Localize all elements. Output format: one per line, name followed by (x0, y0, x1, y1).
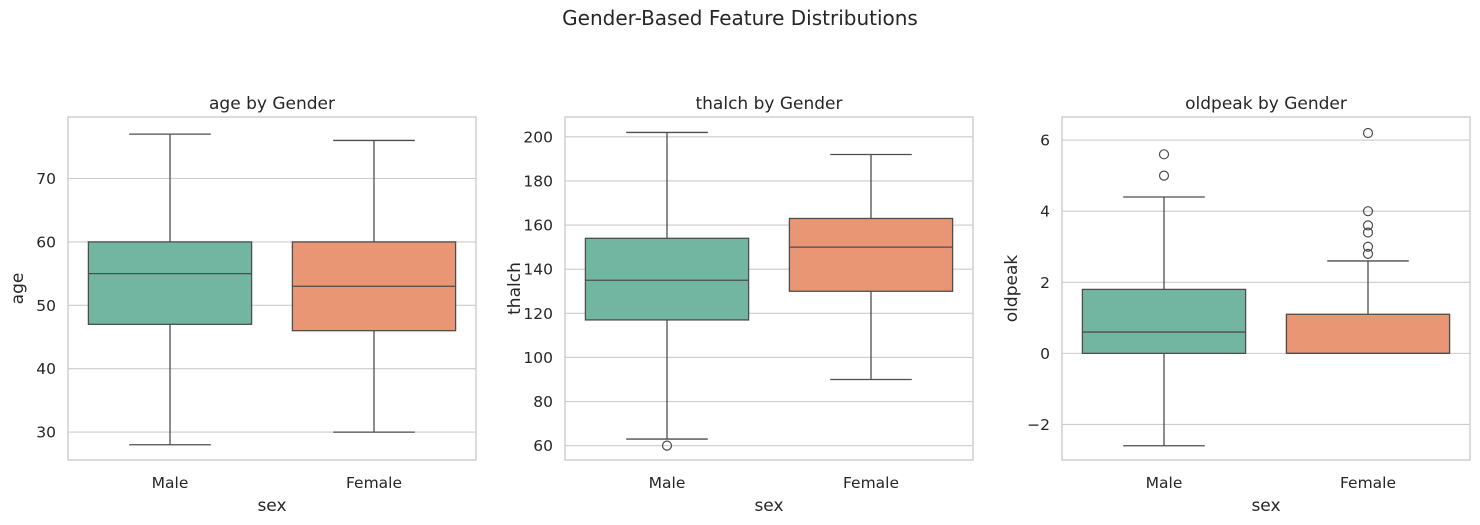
outlier-point (661, 440, 673, 451)
y-tick-label: 50 (36, 297, 56, 315)
y-tick-label: 2 (1040, 274, 1050, 292)
y-tick-label: 70 (36, 170, 56, 188)
iqr-box (87, 241, 253, 325)
y-axis-label: oldpeak (1002, 255, 1022, 323)
box-male (87, 133, 253, 446)
x-axis-label: sex (754, 496, 783, 516)
y-tick-label: 60 (36, 233, 56, 251)
x-tick-label: Male (649, 474, 686, 492)
box-female (1285, 127, 1451, 355)
iqr-box (1081, 288, 1247, 355)
y-tick-label: 0 (1040, 345, 1050, 363)
box-male (1081, 149, 1247, 447)
y-tick-label: 6 (1040, 132, 1050, 150)
y-tick-label: 30 (36, 424, 56, 442)
y-tick-label: 100 (523, 349, 553, 367)
outlier-point (1362, 127, 1374, 139)
box-female (788, 153, 954, 381)
x-tick-label: Female (843, 474, 899, 492)
x-tick-label: Female (346, 474, 402, 492)
subplot-title: oldpeak by Gender (1185, 94, 1347, 114)
x-axis-label: sex (257, 496, 286, 516)
outlier-point (1362, 220, 1374, 231)
subplot-3: −2 0 2 4 6 Male Female sex oldpeak oldpeak by Gen… (1002, 94, 1471, 516)
y-tick-label: 200 (523, 128, 553, 146)
subplot-1: 30 40 50 60 70 Male Female sex age age by Gender (8, 94, 477, 516)
figure-title: Gender-Based Feature Distributions (562, 6, 918, 30)
outlier-point (1158, 149, 1170, 160)
axes-frame (564, 116, 974, 461)
y-tick-label: 120 (523, 305, 553, 323)
iqr-box (584, 237, 750, 321)
subplot-2: 60 80 100 120 140 160 180 200 Male Female sex thalc… (505, 94, 974, 516)
x-axis-label: sex (1251, 496, 1280, 516)
box-male (584, 131, 750, 451)
y-tick-label: 40 (36, 360, 56, 378)
outlier-point (1362, 206, 1374, 217)
y-tick-label: 4 (1040, 203, 1050, 221)
x-tick-label: Male (1146, 474, 1183, 492)
y-tick-label: 140 (523, 261, 553, 279)
outlier-point (1362, 241, 1374, 252)
x-tick-label: Female (1340, 474, 1396, 492)
outlier-point (1362, 248, 1374, 259)
axes-frame (67, 116, 477, 461)
axes-frame (1061, 116, 1471, 461)
subplot-title: age by Gender (209, 94, 335, 114)
iqr-box (1285, 313, 1451, 355)
outlier-point (1158, 170, 1170, 181)
y-tick-label: −2 (1027, 416, 1050, 434)
y-tick-label: 180 (523, 172, 553, 190)
box-female (291, 139, 457, 433)
outlier-point (1362, 227, 1374, 238)
y-tick-label: 60 (533, 437, 553, 455)
subplot-title: thalch by Gender (695, 94, 842, 114)
y-tick-label: 160 (523, 217, 553, 235)
y-axis-label: thalch (505, 262, 525, 315)
y-axis-label: age (8, 273, 28, 305)
y-tick-label: 80 (533, 393, 553, 411)
iqr-box (788, 217, 954, 292)
x-tick-label: Male (152, 474, 189, 492)
